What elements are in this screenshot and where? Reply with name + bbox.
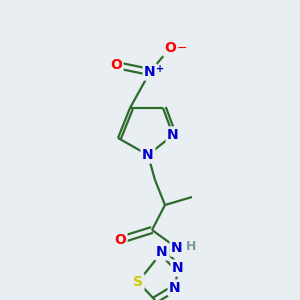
Text: N: N (169, 281, 181, 295)
Text: H: H (186, 239, 196, 253)
Text: N: N (144, 65, 156, 79)
Text: S: S (133, 275, 143, 289)
Text: −: − (177, 41, 188, 55)
Text: N: N (171, 241, 183, 255)
Text: O: O (110, 58, 122, 72)
Text: +: + (156, 64, 164, 74)
Text: N: N (167, 128, 179, 142)
Text: N: N (172, 261, 184, 275)
Text: O: O (114, 233, 126, 247)
Text: O: O (164, 41, 176, 55)
Text: N: N (156, 245, 168, 259)
Text: N: N (142, 148, 154, 162)
